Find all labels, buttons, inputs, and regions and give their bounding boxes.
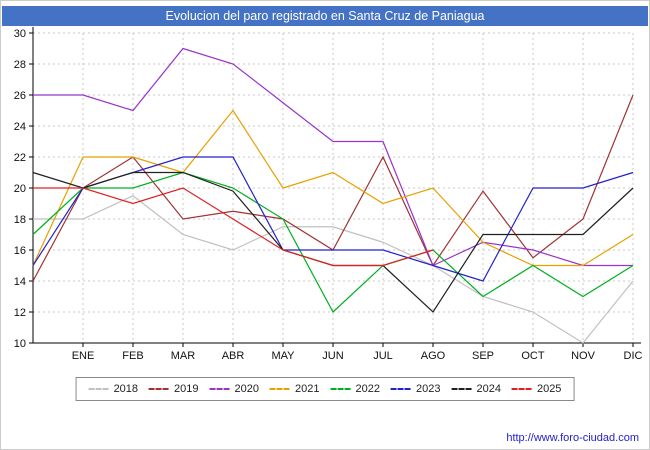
x-tick-label: ABR [222, 350, 245, 362]
x-tick-label: JUN [322, 350, 343, 362]
legend-item-2019: 2019 [149, 383, 199, 395]
legend-item-2021: 2021 [270, 383, 320, 395]
x-tick-label: OCT [521, 350, 545, 362]
x-tick-label: JUL [373, 350, 393, 362]
legend-line-swatch [88, 388, 109, 390]
chart-title: Evolucion del paro registrado en Santa C… [2, 6, 648, 26]
series-line-2022 [32, 171, 634, 313]
legend-label: 2020 [234, 383, 260, 395]
y-tick-label: 22 [14, 152, 26, 164]
y-tick-label: 16 [14, 245, 26, 257]
x-tick-label: ENE [72, 350, 95, 362]
y-tick-label: 10 [14, 338, 26, 350]
y-tick-label: 28 [14, 59, 26, 71]
x-tick-label: AGO [421, 350, 446, 362]
legend: 2018 2019 2020 2021 2022 2023 2024 2025 [75, 377, 575, 401]
legend-label: 2024 [476, 383, 501, 395]
y-tick-label: 30 [14, 28, 26, 40]
legend-line-swatch [390, 388, 411, 390]
legend-label: 2023 [415, 383, 441, 395]
legend-line-swatch [330, 388, 351, 390]
x-tick-label: MAY [271, 350, 295, 362]
legend-line-swatch [451, 388, 472, 390]
legend-label: 2019 [174, 383, 199, 395]
legend-item-2025: 2025 [511, 383, 562, 395]
legend-line-swatch [149, 388, 170, 390]
legend-line-swatch [511, 388, 532, 390]
x-tick-label: SEP [472, 350, 494, 362]
legend-label: 2022 [355, 383, 380, 395]
legend-item-2023: 2023 [390, 383, 441, 395]
series-line-2025 [33, 187, 434, 267]
x-tick-label: NOV [571, 350, 596, 362]
legend-label: 2018 [113, 383, 139, 395]
y-tick-label: 12 [14, 307, 26, 319]
y-tick-label: 14 [14, 276, 26, 288]
legend-item-2020: 2020 [209, 383, 260, 395]
y-tick-label: 24 [14, 121, 26, 133]
y-tick-label: 20 [14, 183, 26, 195]
x-tick-label: MAR [171, 350, 196, 362]
y-tick-label: 26 [14, 90, 26, 102]
legend-item-2018: 2018 [88, 383, 139, 395]
x-tick-label: FEB [122, 350, 143, 362]
y-tick-label: 18 [14, 214, 26, 226]
legend-item-2022: 2022 [330, 383, 380, 395]
legend-line-swatch [209, 388, 230, 390]
legend-line-swatch [270, 388, 291, 390]
footer-url[interactable]: http://www.foro-ciudad.com [506, 432, 639, 444]
series-line-2020 [33, 47, 633, 267]
legend-label: 2021 [295, 383, 320, 395]
legend-item-2024: 2024 [451, 383, 501, 395]
legend-label: 2025 [536, 383, 562, 395]
x-tick-label: DIC [624, 350, 643, 362]
series-line-2018 [33, 195, 634, 344]
